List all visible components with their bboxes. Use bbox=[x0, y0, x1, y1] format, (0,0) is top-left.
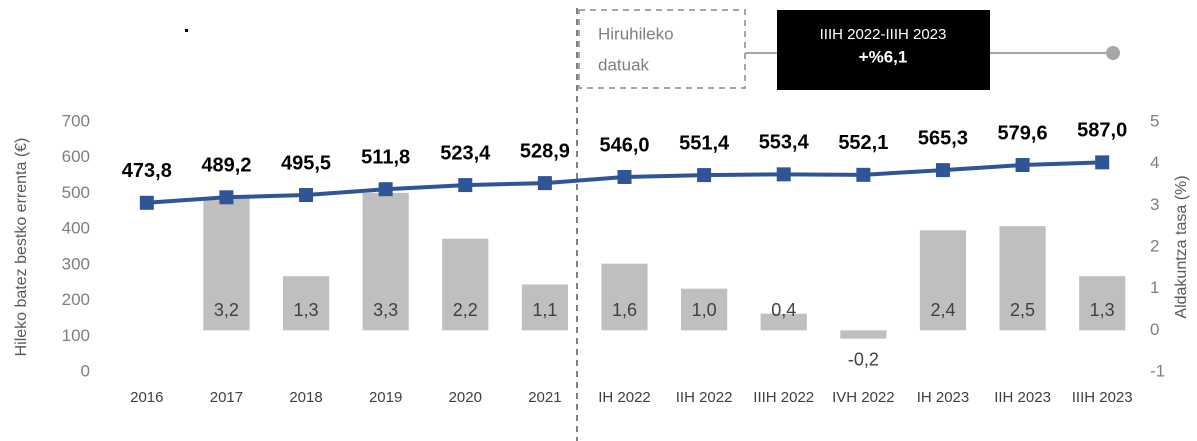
marker bbox=[935, 163, 950, 178]
line-label: 523,4 bbox=[440, 142, 491, 164]
note-text: datuak bbox=[598, 55, 650, 74]
x-tick-label: IIH 2022 bbox=[676, 389, 733, 406]
y-tick-label: 500 bbox=[62, 183, 90, 202]
line-label: 579,6 bbox=[998, 122, 1048, 144]
bar-label: 3,2 bbox=[214, 300, 239, 320]
line-label: 546,0 bbox=[599, 134, 649, 156]
bar-label: 1,6 bbox=[612, 300, 637, 320]
line-label: 511,8 bbox=[361, 146, 410, 168]
bar bbox=[840, 330, 887, 339]
bar-label: 3,3 bbox=[373, 300, 398, 320]
x-tick-label: IIIH 2023 bbox=[1072, 389, 1133, 406]
y2-tick-label: 2 bbox=[1150, 236, 1159, 255]
x-tick-label: IIIH 2022 bbox=[753, 389, 814, 406]
bar-label: 1,3 bbox=[1090, 300, 1115, 320]
bar bbox=[919, 230, 967, 331]
highlight-box bbox=[777, 10, 990, 90]
x-tick-label: 2020 bbox=[449, 389, 482, 406]
bar bbox=[1079, 276, 1126, 331]
bar bbox=[203, 197, 250, 331]
x-tick-label: IVH 2022 bbox=[832, 389, 895, 406]
bar bbox=[760, 313, 807, 331]
bar-label: 1,0 bbox=[692, 300, 717, 320]
y-tick-label: 200 bbox=[62, 290, 90, 309]
highlight-change: +%6,1 bbox=[859, 47, 908, 66]
line-label: 495,5 bbox=[281, 152, 331, 174]
x-tick-label: 2016 bbox=[130, 389, 163, 406]
marker bbox=[856, 167, 871, 182]
marker bbox=[537, 176, 552, 191]
y2-axis-title: Aldakuntza tasa (%) bbox=[1173, 175, 1190, 318]
marker bbox=[299, 188, 314, 203]
y2-tick-label: 0 bbox=[1150, 320, 1159, 339]
x-tick-label: IH 2022 bbox=[598, 389, 651, 406]
y-axis-title: Hileko batez bestko errenta (€) bbox=[13, 138, 30, 357]
line-label: 489,2 bbox=[201, 155, 251, 177]
bar bbox=[362, 192, 409, 331]
marker bbox=[1015, 158, 1030, 172]
marker bbox=[1095, 155, 1110, 170]
marker bbox=[617, 170, 632, 184]
y2-tick-label: 5 bbox=[1150, 111, 1159, 130]
bar bbox=[442, 238, 489, 331]
bar-label: 2,2 bbox=[453, 300, 478, 320]
connector-end bbox=[1106, 46, 1120, 60]
y-tick-label: 300 bbox=[62, 254, 90, 273]
bar-label: 1,3 bbox=[294, 300, 319, 320]
y-tick-label: 0 bbox=[81, 361, 90, 380]
x-tick-label: IH 2023 bbox=[917, 389, 970, 406]
bar bbox=[999, 226, 1046, 331]
marker bbox=[776, 167, 791, 182]
bar bbox=[681, 288, 728, 331]
y2-tick-label: 4 bbox=[1150, 153, 1159, 172]
y2-tick-label: 1 bbox=[1150, 278, 1159, 297]
line-label: 528,9 bbox=[520, 140, 570, 162]
bar-label: 2,4 bbox=[930, 300, 955, 320]
line-label: 552,1 bbox=[838, 132, 888, 154]
y-tick-label: 400 bbox=[62, 219, 90, 238]
marker bbox=[697, 168, 712, 183]
x-tick-label: 2017 bbox=[210, 389, 243, 406]
x-tick-label: 2018 bbox=[289, 389, 322, 406]
bar-label: 1,1 bbox=[532, 300, 557, 320]
y-tick-label: 600 bbox=[62, 147, 90, 166]
line-label: 565,3 bbox=[918, 127, 968, 149]
x-tick-label: IIH 2023 bbox=[994, 389, 1051, 406]
line-label: 553,4 bbox=[759, 132, 810, 154]
y2-tick-label: -1 bbox=[1150, 361, 1165, 380]
line-label: 473,8 bbox=[122, 160, 172, 182]
marker bbox=[139, 195, 154, 210]
y-tick-label: 700 bbox=[62, 111, 90, 130]
marker bbox=[378, 182, 393, 197]
bar-label: 0,4 bbox=[771, 300, 796, 320]
x-tick-label: 2019 bbox=[369, 389, 402, 406]
dot bbox=[185, 29, 188, 32]
bar bbox=[601, 263, 648, 331]
marker bbox=[219, 190, 234, 205]
y-tick-label: 100 bbox=[62, 326, 90, 345]
line-label: 551,4 bbox=[679, 132, 730, 154]
note-text: Hiruhileko bbox=[598, 24, 674, 43]
marker bbox=[458, 178, 473, 193]
x-tick-label: 2021 bbox=[528, 389, 561, 406]
highlight-period: IIIH 2022-IIIH 2023 bbox=[820, 26, 947, 43]
y2-tick-label: 3 bbox=[1150, 195, 1159, 214]
bar bbox=[282, 276, 330, 331]
bar bbox=[521, 284, 568, 331]
note-box bbox=[578, 9, 746, 89]
line-label: 587,0 bbox=[1077, 120, 1127, 142]
bar-label: -0,2 bbox=[848, 349, 879, 369]
bar-label: 2,5 bbox=[1010, 300, 1035, 320]
